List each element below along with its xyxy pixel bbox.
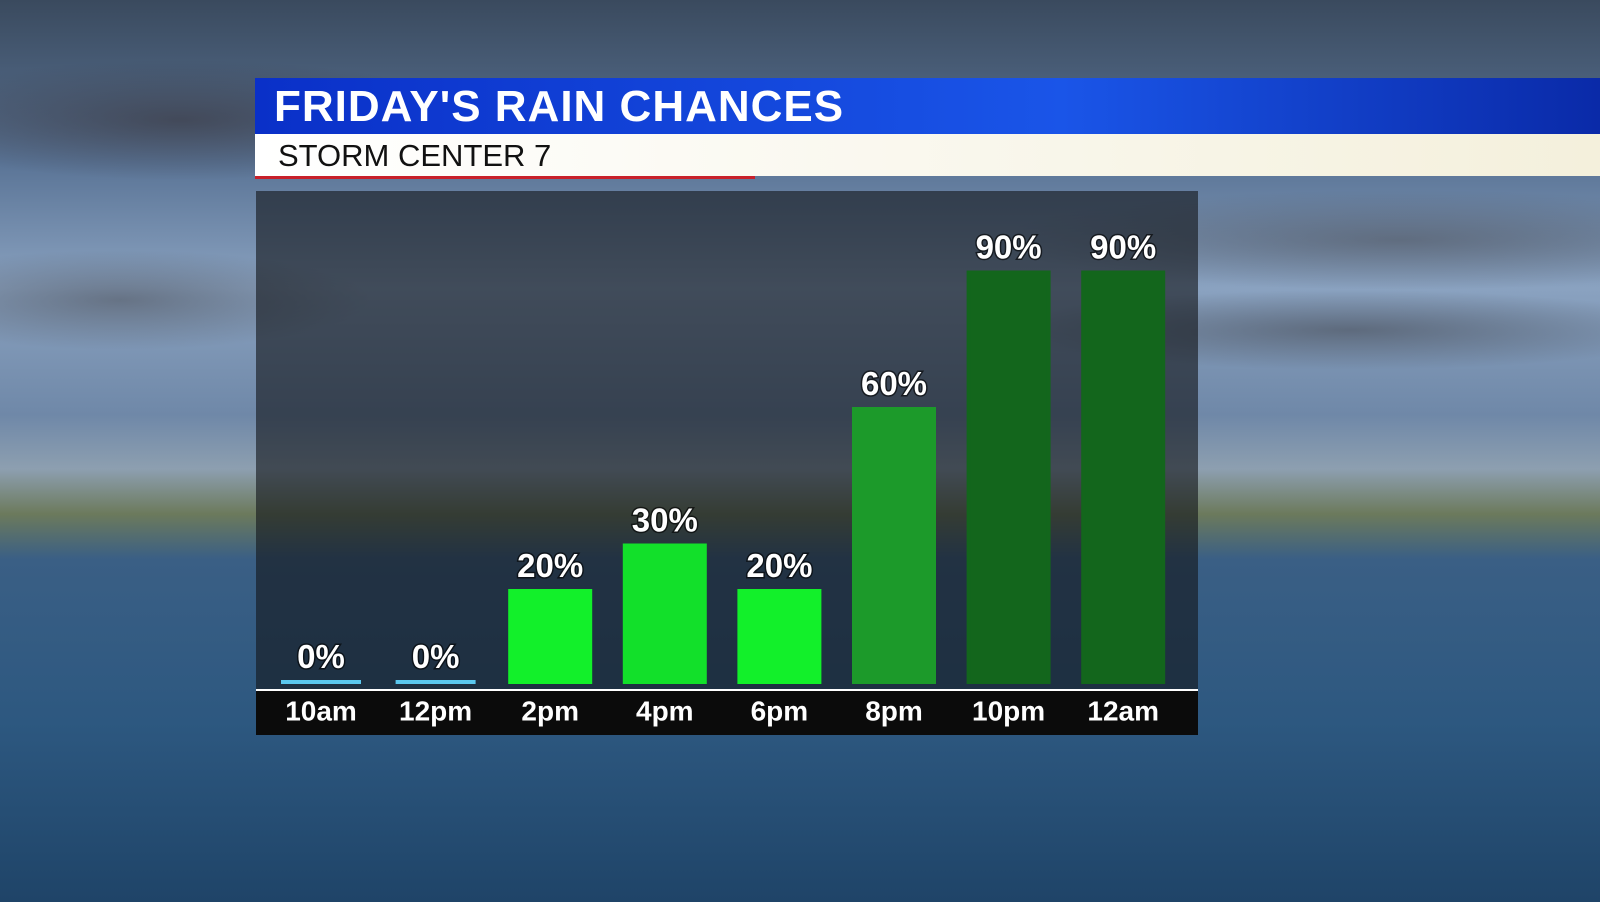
value-label: 0% (412, 638, 460, 675)
bar (1081, 270, 1166, 684)
x-tick-label: 2pm (521, 695, 579, 726)
x-tick-label: 10am (285, 695, 357, 726)
bar (508, 589, 593, 684)
bar (852, 407, 936, 684)
bar (622, 543, 707, 684)
bar (966, 270, 1051, 684)
value-label: 20% (746, 547, 812, 584)
title-bar (255, 78, 1600, 134)
x-tick-label: 12am (1087, 695, 1159, 726)
x-tick-label: 10pm (972, 695, 1045, 726)
x-tick-label: 6pm (751, 695, 809, 726)
label-strip (256, 690, 1198, 735)
bar (737, 589, 822, 684)
x-tick-label: 4pm (636, 695, 694, 726)
x-tick-label: 12pm (399, 695, 472, 726)
value-label: 30% (632, 502, 698, 539)
value-label: 90% (1090, 229, 1156, 266)
x-tick-label: 8pm (865, 695, 923, 726)
value-label: 20% (517, 547, 583, 584)
value-label: 60% (861, 365, 927, 402)
value-label: 90% (976, 229, 1042, 266)
chart-title: FRIDAY'S RAIN CHANCES (274, 82, 844, 131)
chart-subtitle: STORM CENTER 7 (278, 138, 551, 173)
subtitle-bar (255, 134, 1600, 176)
accent-line (255, 176, 755, 179)
chart-panel (256, 191, 1198, 690)
value-label: 0% (297, 638, 345, 675)
